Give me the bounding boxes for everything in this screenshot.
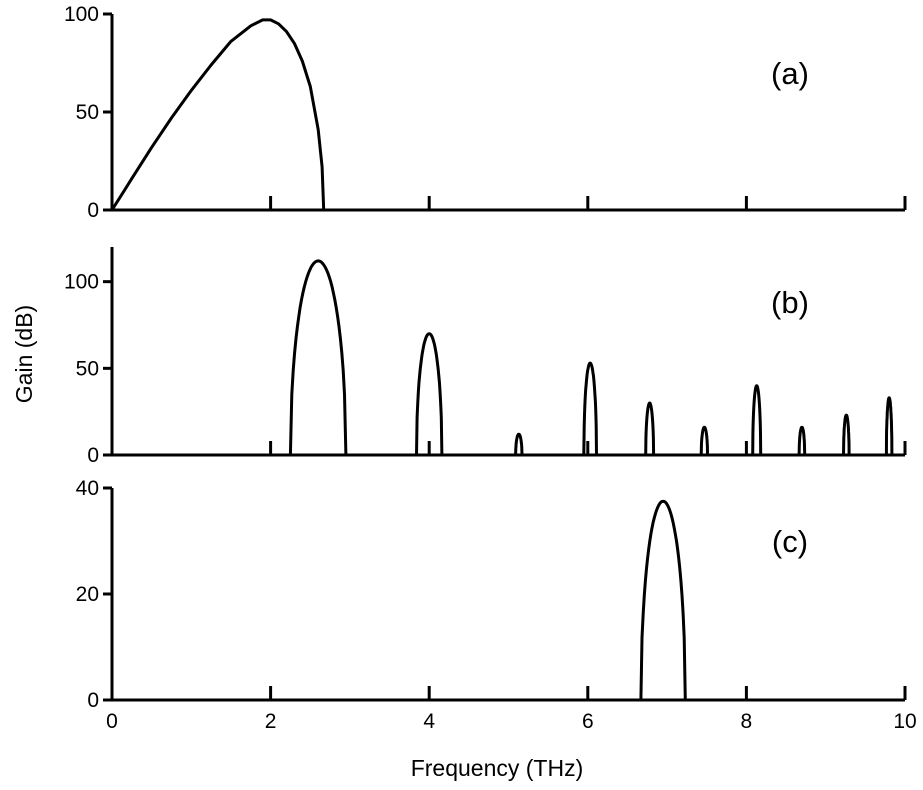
panel-a-axes <box>110 14 905 212</box>
panel-b-gain-peak <box>884 396 894 456</box>
panel-b-gain-peak <box>797 425 807 456</box>
panel-c-x-tick-label: 8 <box>741 710 753 733</box>
panel-b-axes <box>110 247 905 457</box>
panel-c-x-tick-label: 0 <box>106 710 118 733</box>
panel-c: 0 20 40 0 2 4 6 8 10 (c) <box>76 477 917 733</box>
panel-b-gain-peak <box>582 361 598 456</box>
panel-b-gain-peak <box>288 259 348 456</box>
panel-c-y-tick-label: 0 <box>87 689 99 712</box>
panel-b-y-ticks: 0 50 100 <box>64 271 112 467</box>
panel-a-y-tick-label: 0 <box>87 199 99 222</box>
panel-c-axes <box>110 488 905 702</box>
panel-b-y-tick-label: 50 <box>76 357 99 380</box>
panel-b-gain-peak <box>842 413 851 456</box>
panel-b-y-tick-label: 0 <box>87 444 99 467</box>
panel-a-curves <box>110 18 326 211</box>
panel-c-curves <box>639 499 687 701</box>
panel-c-label: (c) <box>772 524 808 559</box>
panel-b-y-tick-label: 100 <box>64 271 99 294</box>
panel-b-label: (b) <box>771 285 809 320</box>
panel-a-y-ticks: 0 50 100 <box>64 3 112 222</box>
panel-a-y-tick-label: 100 <box>64 3 99 26</box>
panel-a-label: (a) <box>771 56 809 91</box>
panel-c-x-tick-label: 4 <box>423 710 435 733</box>
panel-c-x-tick-label: 6 <box>582 710 594 733</box>
panel-b: 0 50 100 (b) <box>64 247 907 467</box>
panel-b-gain-peak <box>699 425 709 456</box>
panel-b-gain-peak <box>751 384 763 456</box>
panel-c-x-tick-label: 2 <box>265 710 277 733</box>
panel-b-x-ticks <box>110 441 907 455</box>
panel-c-x-ticks: 0 2 4 6 8 10 <box>106 686 917 733</box>
panel-b-curves <box>288 259 894 456</box>
panel-a: 0 50 100 (a) <box>64 3 907 222</box>
x-axis-label: Frequency (THz) <box>411 755 584 781</box>
panel-a-gain-curve <box>110 18 326 211</box>
panel-a-x-ticks <box>110 196 907 210</box>
panel-a-y-tick-label: 50 <box>76 101 99 124</box>
y-axis-label: Gain (dB) <box>11 305 37 403</box>
panel-c-x-tick-label: 10 <box>893 710 916 733</box>
panel-c-y-ticks: 0 20 40 <box>76 477 112 712</box>
panel-b-gain-peak <box>514 432 524 456</box>
panel-c-y-tick-label: 20 <box>76 583 99 606</box>
panel-c-gain-peak <box>639 499 687 701</box>
panel-c-y-tick-label: 40 <box>76 477 99 500</box>
panel-b-gain-peak <box>644 401 656 456</box>
panel-b-gain-peak <box>415 332 444 456</box>
